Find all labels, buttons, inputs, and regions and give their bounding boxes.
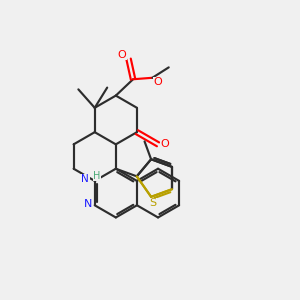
Text: S: S <box>149 198 156 208</box>
Text: O: O <box>118 50 126 60</box>
Text: O: O <box>160 140 169 149</box>
Text: O: O <box>153 77 162 87</box>
Text: N: N <box>81 174 89 184</box>
Text: H: H <box>93 171 101 181</box>
Text: N: N <box>84 199 92 209</box>
